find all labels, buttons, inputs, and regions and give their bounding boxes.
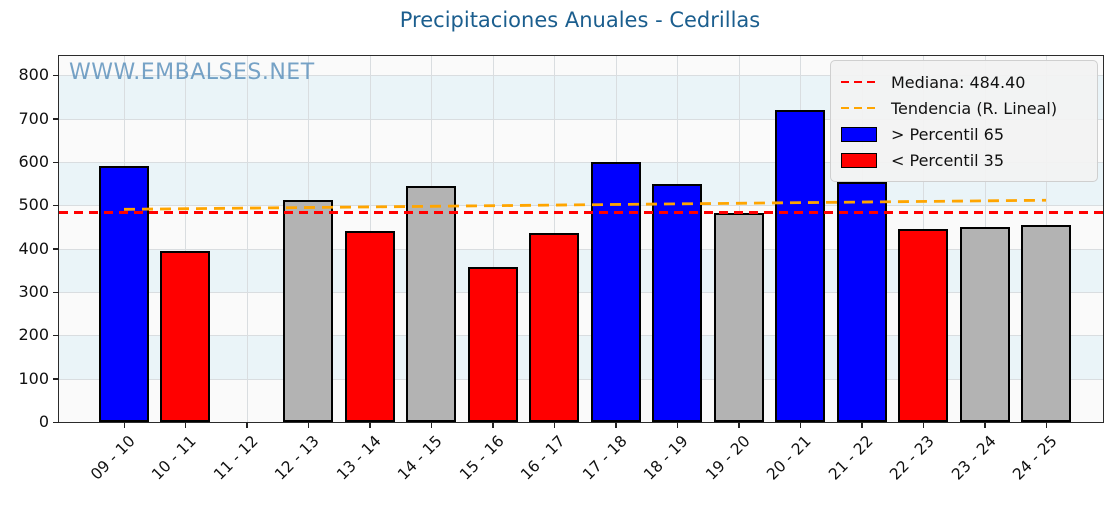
y-tick-mark <box>53 161 59 164</box>
x-tick-mark <box>246 422 248 428</box>
legend-trend-label: Tendencia (R. Lineal) <box>891 98 1058 118</box>
x-tick-mark <box>430 422 433 428</box>
plot-area: WWW.EMBALSES.NET Mediana: 484.40 Tendenc… <box>18 55 1104 484</box>
y-tick-mark <box>53 291 59 294</box>
x-tick-mark <box>307 422 310 428</box>
x-tick-mark <box>922 422 925 428</box>
x-tick-mark <box>553 422 556 428</box>
y-tick-mark <box>53 378 59 380</box>
legend-item-median: Mediana: 484.40 <box>841 69 1087 95</box>
legend: Mediana: 484.40 Tendencia (R. Lineal) > … <box>830 60 1098 182</box>
chart-bar <box>959 227 1010 422</box>
blue-swatch-icon <box>841 126 877 142</box>
chart-bar <box>898 228 949 422</box>
chart-bar <box>1021 224 1071 422</box>
chart-bar <box>836 182 887 422</box>
legend-item-p65: > Percentil 65 <box>841 121 1087 147</box>
watermark: WWW.EMBALSES.NET <box>69 60 315 85</box>
y-tick-label: 200 <box>18 325 49 345</box>
gridline <box>59 248 1103 250</box>
gridline <box>59 118 1103 120</box>
y-tick-mark <box>53 421 59 423</box>
x-tick-mark <box>369 422 371 428</box>
trend-dash-icon <box>841 106 877 110</box>
gridline <box>185 56 187 422</box>
chart-bar <box>160 250 211 422</box>
y-tick-mark <box>53 334 59 337</box>
y-tick-mark <box>53 74 59 77</box>
chart-title: Precipitaciones Anuales - Cedrillas <box>399 8 761 32</box>
legend-p65-label: > Percentil 65 <box>891 124 1005 144</box>
y-tick-label: 400 <box>18 238 49 258</box>
chart-bar <box>529 232 580 422</box>
chart-bar <box>652 183 703 422</box>
chart-bar <box>713 213 764 422</box>
legend-median-label: Mediana: 484.40 <box>891 72 1026 92</box>
y-tick-label: 800 <box>18 65 49 85</box>
gridline <box>492 56 494 422</box>
median-line <box>59 211 1103 214</box>
chart-bar <box>775 110 826 422</box>
gridline <box>59 335 1103 337</box>
gridline <box>59 292 1103 294</box>
x-tick-mark <box>615 422 617 428</box>
chart-bar <box>283 199 334 422</box>
gridline <box>246 56 248 422</box>
x-tick-mark <box>1045 422 1047 428</box>
legend-item-trend: Tendencia (R. Lineal) <box>841 95 1087 121</box>
y-tick-mark <box>53 118 59 120</box>
y-tick-label: 600 <box>18 152 49 172</box>
x-tick-mark <box>799 422 802 428</box>
y-tick-label: 0 <box>38 412 49 431</box>
gridline <box>59 75 1103 77</box>
x-tick-mark <box>184 422 187 428</box>
chart-bar <box>467 267 518 422</box>
chart-bar <box>406 185 457 422</box>
trend-line <box>123 198 1047 211</box>
x-tick-mark <box>123 422 125 428</box>
y-tick-label: 500 <box>18 195 49 215</box>
trend-line-svg <box>123 198 1047 211</box>
y-tick-mark <box>53 204 59 207</box>
red-swatch-icon <box>841 152 877 168</box>
y-tick-label: 300 <box>18 282 49 302</box>
legend-p35-label: < Percentil 35 <box>891 150 1005 170</box>
x-tick-mark <box>492 422 494 428</box>
gridline <box>59 162 1103 164</box>
y-tick-label: 100 <box>18 368 49 388</box>
x-tick-mark <box>861 422 863 428</box>
gridline <box>59 378 1103 380</box>
x-tick-mark <box>676 422 679 428</box>
legend-item-p35: < Percentil 35 <box>841 147 1087 173</box>
chart-bar <box>344 231 395 422</box>
y-tick-label: 700 <box>18 108 49 128</box>
x-tick-mark <box>984 422 986 428</box>
median-dash-icon <box>841 80 877 84</box>
y-tick-mark <box>53 248 59 250</box>
x-tick-mark <box>738 422 740 428</box>
